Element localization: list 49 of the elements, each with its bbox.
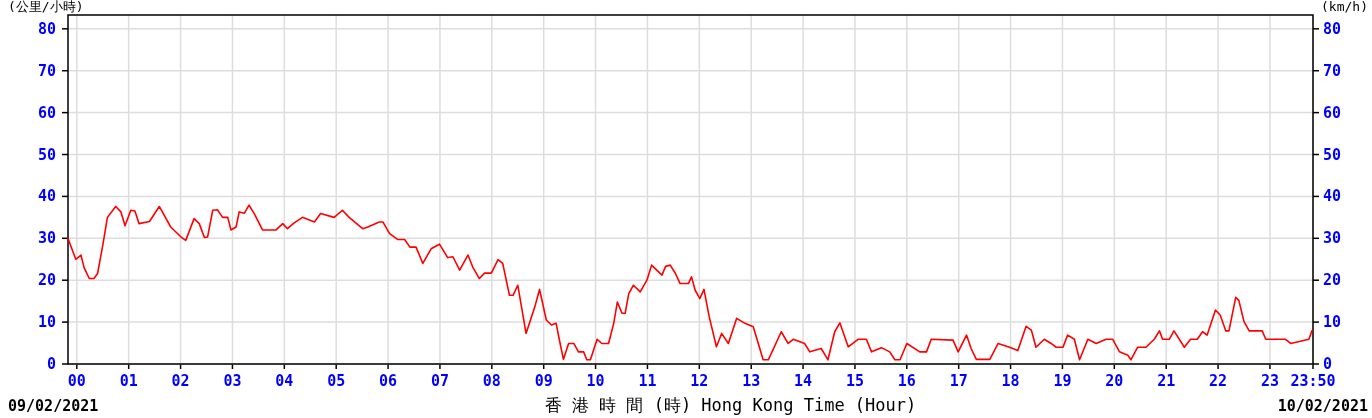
y-tick-label: 30 <box>37 229 56 248</box>
x-tick-label: 09 <box>534 372 553 390</box>
y-tick-label: 60 <box>37 103 56 122</box>
x-tick-label: 20 <box>1105 372 1124 390</box>
x-tick-label: 13 <box>742 372 761 390</box>
x-tick-label: 21 <box>1157 372 1176 390</box>
y2-tick-label: 20 <box>1323 271 1342 290</box>
text: 10/02/2021 <box>1277 397 1368 415</box>
x-tick-label: 07 <box>430 372 449 390</box>
x-tick-label: 17 <box>949 372 968 390</box>
y-tick-label: 0 <box>46 355 56 373</box>
y-tick-label: 50 <box>37 145 56 164</box>
x-tick-label: 03 <box>223 372 242 390</box>
y-tick-label: 70 <box>37 61 56 80</box>
y2-tick-label: 10 <box>1323 313 1342 332</box>
y2-tick-label: 30 <box>1323 229 1342 248</box>
y-axis-title: (公里/小時) <box>8 0 84 14</box>
x-tick-label: 19 <box>1053 372 1072 390</box>
y-tick-label: 20 <box>37 271 56 290</box>
x-axis-title: 香 港 時 間 (時) Hong Kong Time (Hour) <box>544 395 917 415</box>
x-tick-label: 22 <box>1209 372 1228 390</box>
x-tick-label: 00 <box>67 372 86 390</box>
x-tick-label: 04 <box>275 372 294 390</box>
y-tick-label: 40 <box>37 187 56 206</box>
y-tick-label: 80 <box>37 19 56 38</box>
x-tick-label: 01 <box>119 372 138 390</box>
y2-tick-label: 60 <box>1323 103 1342 122</box>
line-series <box>67 204 1313 361</box>
y2-tick-label: 80 <box>1323 19 1342 38</box>
text: 09/02/2021 <box>8 397 99 415</box>
y2-tick-label: 0 <box>1323 355 1333 373</box>
y2-tick-label: 40 <box>1323 187 1342 206</box>
x-tick-label: 02 <box>171 372 190 390</box>
x-tick-label: 15 <box>845 372 864 390</box>
x-tick-label: 16 <box>897 372 916 390</box>
x-tick-label: 18 <box>1001 372 1020 390</box>
x-tick-label: 11 <box>638 372 657 390</box>
x-tick-label: 05 <box>327 372 346 390</box>
x-tick-label: 23:50 <box>1290 372 1336 390</box>
x-tick-label: 10 <box>586 372 605 390</box>
x-tick-label: 14 <box>794 372 813 390</box>
x-tick-label: 08 <box>482 372 501 390</box>
y-tick-label: 10 <box>37 313 56 332</box>
x-tick-label: 12 <box>690 372 709 390</box>
x-tick-label: 23 <box>1260 372 1279 390</box>
y2-tick-label: 70 <box>1323 61 1342 80</box>
x-tick-label: 06 <box>379 372 398 390</box>
y2-tick-label: 50 <box>1323 145 1342 164</box>
y2-axis-title: (km/h) <box>1321 0 1368 14</box>
